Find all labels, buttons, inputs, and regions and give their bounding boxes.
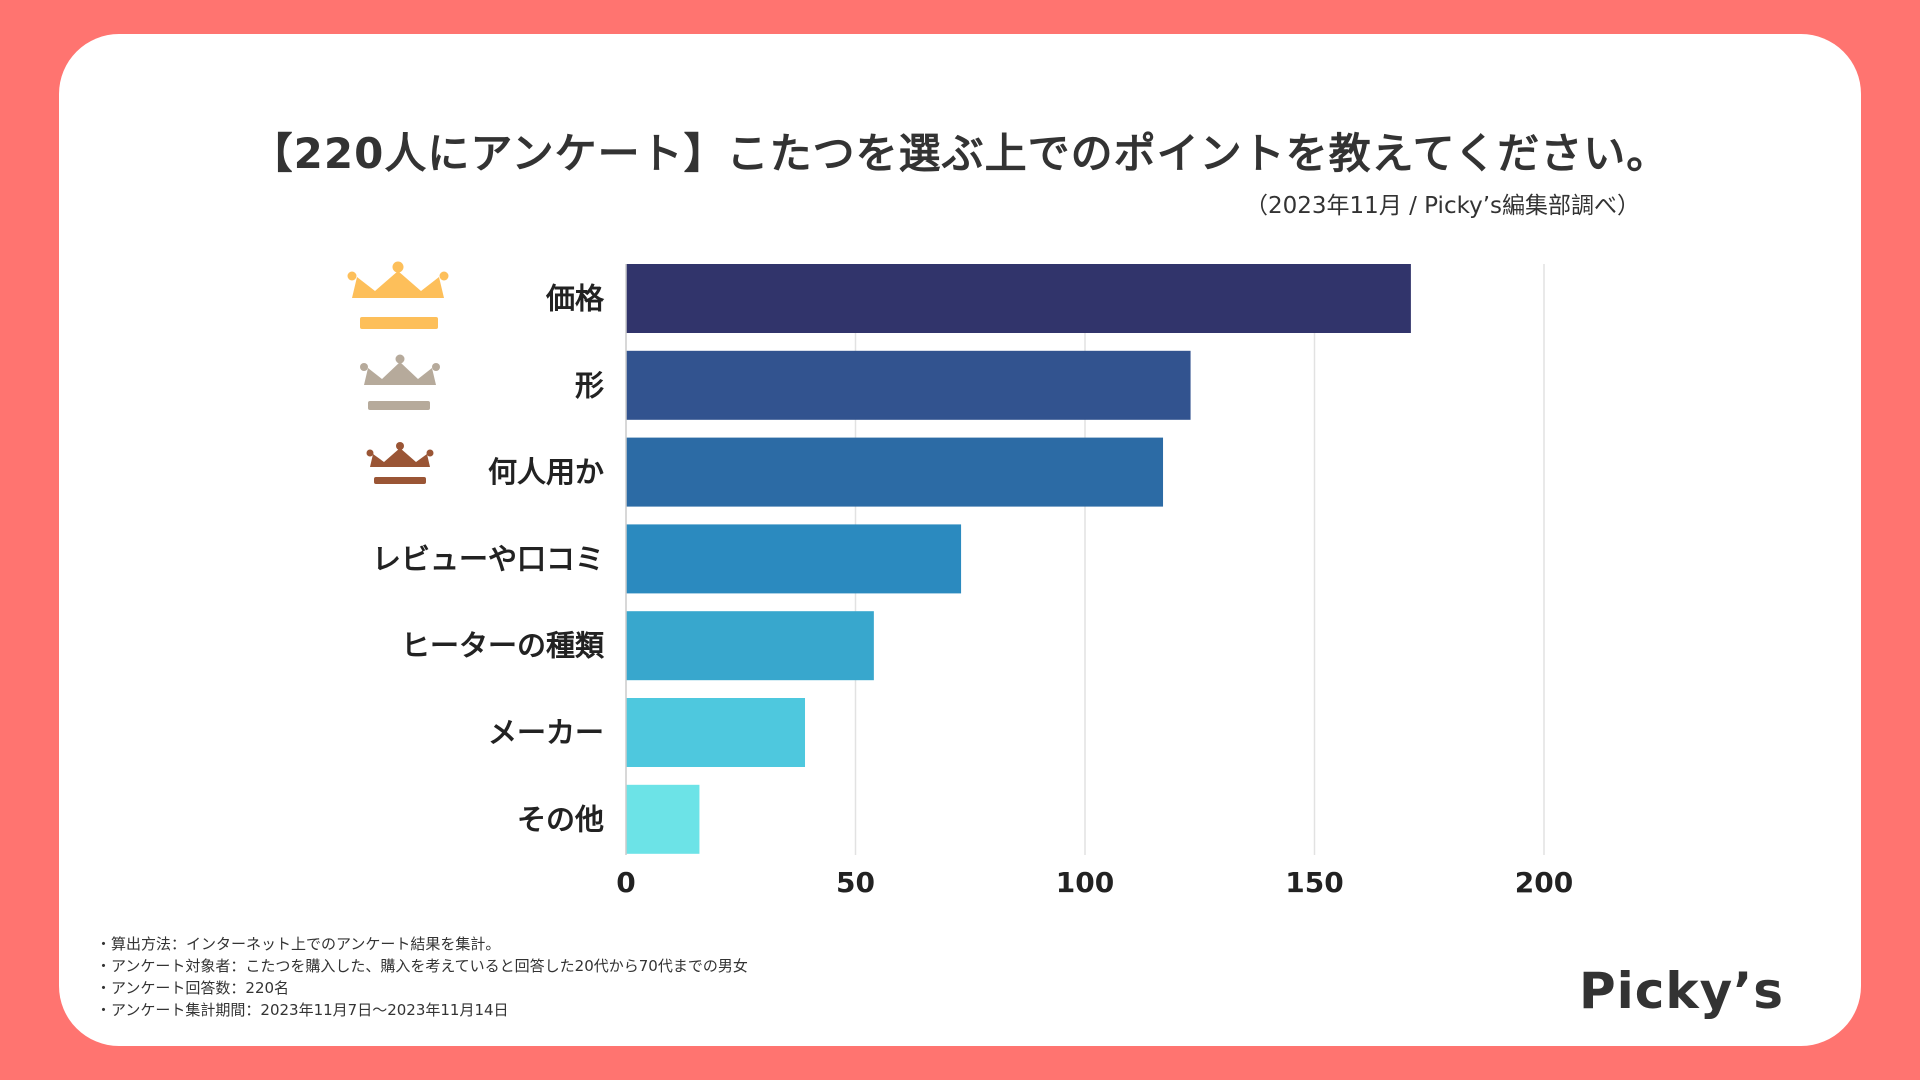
chart-title: 【220人にアンケート】こたつを選ぶ上でのポイントを教えてください。 xyxy=(250,129,1670,178)
pickys-logo: Picky’s xyxy=(1578,962,1784,1020)
bar xyxy=(626,437,1164,507)
note-line: ・アンケート集計期間：2023年11月7日〜2023年11月14日 xyxy=(96,1001,509,1019)
x-tick-label: 150 xyxy=(1285,866,1343,899)
category-label: ヒーターの種類 xyxy=(401,629,605,663)
bar xyxy=(626,784,700,854)
category-label: 価格 xyxy=(545,282,605,316)
category-label: メーカー xyxy=(488,716,604,750)
bar xyxy=(626,524,962,594)
x-tick-label: 200 xyxy=(1515,866,1573,899)
bar xyxy=(626,611,874,681)
note-line: ・アンケート対象者：こたつを購入した、購入を考えていると回答した20代から70代… xyxy=(96,957,748,975)
x-tick-label: 0 xyxy=(616,866,635,899)
category-label: 形 xyxy=(575,368,604,402)
x-tick-label: 100 xyxy=(1056,866,1114,899)
bar xyxy=(626,350,1191,420)
category-label: 何人用か xyxy=(488,455,604,489)
category-label: レビューや口コミ xyxy=(372,542,604,576)
category-label: その他 xyxy=(517,802,604,836)
note-line: ・アンケート回答数：220名 xyxy=(96,979,290,997)
bar xyxy=(626,264,1411,333)
note-line: ・算出方法：インターネット上でのアンケート結果を集計。 xyxy=(96,935,501,953)
crown-bronze-icon xyxy=(366,442,434,484)
chart-source: （2023年11月 / Picky’s編集部調べ） xyxy=(1245,193,1640,219)
survey-notes: ・算出方法：インターネット上でのアンケート結果を集計。 ・アンケート対象者：こた… xyxy=(96,933,748,1021)
rank-crowns xyxy=(347,261,449,484)
crown-silver-icon xyxy=(360,354,440,410)
crown-gold-icon xyxy=(347,261,449,329)
bar xyxy=(626,698,806,767)
x-tick-label: 50 xyxy=(836,866,875,899)
